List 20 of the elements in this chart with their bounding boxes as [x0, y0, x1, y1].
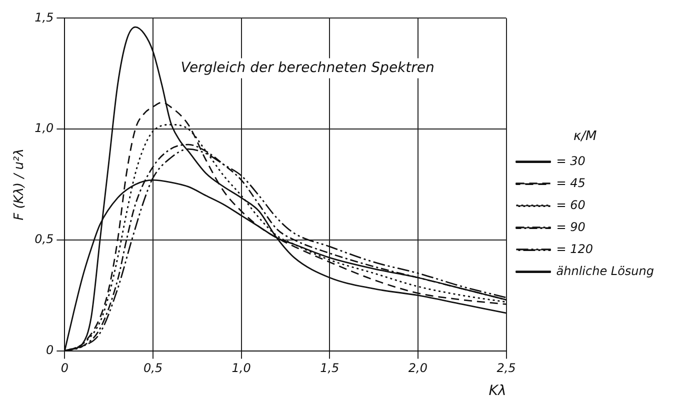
x-tick-label: 1,0 [232, 361, 252, 376]
text: Vergleich der berechneten Spektren [180, 60, 434, 76]
y-tick-label: 1,5 [34, 10, 54, 24]
x-axis-title: Kλ [488, 383, 506, 400]
y-tick-label: 0 [46, 342, 54, 357]
x-tick-label: 2,0 [408, 361, 428, 376]
y-tick-label: 1,0 [34, 121, 54, 136]
y-tick-label: 0,5 [34, 232, 54, 246]
legend-label: = 120 [556, 242, 594, 256]
legend-label: = 90 [556, 220, 586, 234]
x-tick-label: 0,5 [143, 361, 163, 376]
legend-label: ähnliche Lösung [556, 264, 654, 278]
x-tick-label: 1,5 [320, 361, 340, 376]
legend-label: = 30 [556, 154, 586, 168]
x-tick-label: 2,5 [496, 361, 516, 376]
legend-label: = 45 [556, 176, 586, 190]
y-axis-title: F (Kλ) / u²λ [12, 148, 28, 220]
x-tick-label: 0 [60, 361, 69, 376]
legend-title: κ/M [573, 129, 597, 144]
legend-label: = 60 [556, 198, 586, 212]
